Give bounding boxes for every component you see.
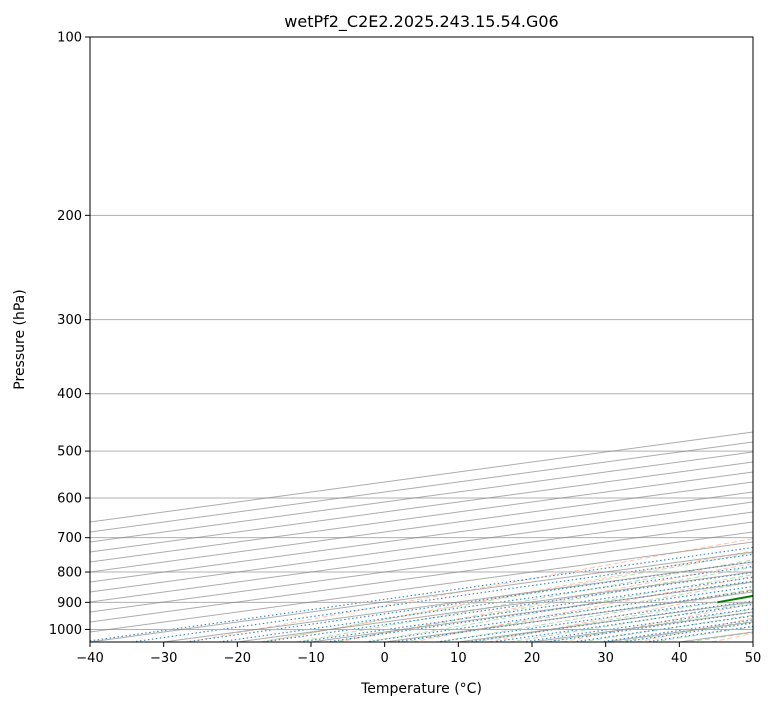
isotherm-line: [90, 531, 753, 623]
chart-title: wetPf2_C2E2.2025.243.15.54.G06: [284, 12, 558, 32]
x-tick-label: 30: [597, 651, 614, 666]
moist-adiabat: [296, 559, 753, 642]
dry-adiabat: [338, 562, 753, 642]
y-axis-label: Pressure (hPa): [12, 289, 28, 389]
dry-adiabat: [711, 632, 753, 642]
y-tick-label: 600: [57, 492, 82, 507]
isotherm-line: [90, 511, 753, 603]
moist-adiabat: [367, 574, 753, 642]
isotherm-line: [384, 591, 753, 642]
isotherm-line: [90, 471, 753, 563]
dry-adiabat: [562, 603, 753, 642]
y-tick-label: 300: [57, 313, 82, 328]
isotherm-line: [90, 451, 753, 543]
x-tick-label: 20: [524, 651, 541, 666]
x-tick-label: 40: [671, 651, 688, 666]
isotherm-line: [531, 611, 753, 642]
y-tick-label: 100: [57, 31, 82, 46]
isotherm-line: [679, 631, 753, 642]
x-tick-label: 50: [745, 651, 762, 666]
plot-area: -100-90-80-70-60-50-40-30-20-10010203040…: [90, 37, 753, 642]
isotherm-line: [90, 541, 753, 633]
y-tick-label: 900: [57, 596, 82, 611]
y-tick-label: 1000: [49, 623, 82, 638]
y-tick-label: 500: [57, 445, 82, 460]
mixing-ratio-line: [365, 586, 753, 642]
isotherm-line: [90, 481, 753, 573]
x-tick-label: 0: [381, 651, 389, 666]
dry-adiabat: [636, 617, 753, 642]
y-tick-label: 400: [57, 387, 82, 402]
isotherm-line: [605, 621, 753, 642]
moist-adiabat: [473, 595, 753, 642]
plot-frame: [89, 36, 754, 643]
isotherm-line: [752, 641, 753, 642]
x-tick-label: −20: [224, 651, 251, 666]
isotherm-line: [90, 501, 753, 593]
background-lines: [90, 37, 753, 642]
dry-adiabat: [412, 575, 753, 642]
isotherm-line: [90, 491, 753, 583]
y-tick-label: 800: [57, 566, 82, 581]
x-tick-label: 10: [450, 651, 467, 666]
axes: −40 −30 −20 −10 0 10 20 30 40 50 100 200 300 400 500 60…: [49, 31, 761, 667]
moist-adiabat: [544, 608, 753, 642]
x-tick-label: −40: [76, 651, 103, 666]
x-tick-label: −30: [150, 651, 177, 666]
isotherm-line: [310, 581, 753, 642]
moist-adiabat: [509, 602, 753, 642]
isotherm-line: [90, 521, 753, 613]
moist-adiabat: [260, 552, 753, 642]
mixing-ratio-line: [90, 546, 753, 642]
dry-adiabat: [263, 550, 753, 642]
y-tick-label: 700: [57, 531, 82, 546]
y-tick-label: 200: [57, 209, 82, 224]
isotherm-line: [90, 461, 753, 553]
isotherm-line: [90, 551, 753, 642]
x-tick-label: −10: [297, 651, 324, 666]
mixing-ratio-line: [325, 580, 753, 642]
dry-adiabat: [487, 589, 753, 642]
x-axis-label: Temperature (°C): [360, 681, 482, 697]
